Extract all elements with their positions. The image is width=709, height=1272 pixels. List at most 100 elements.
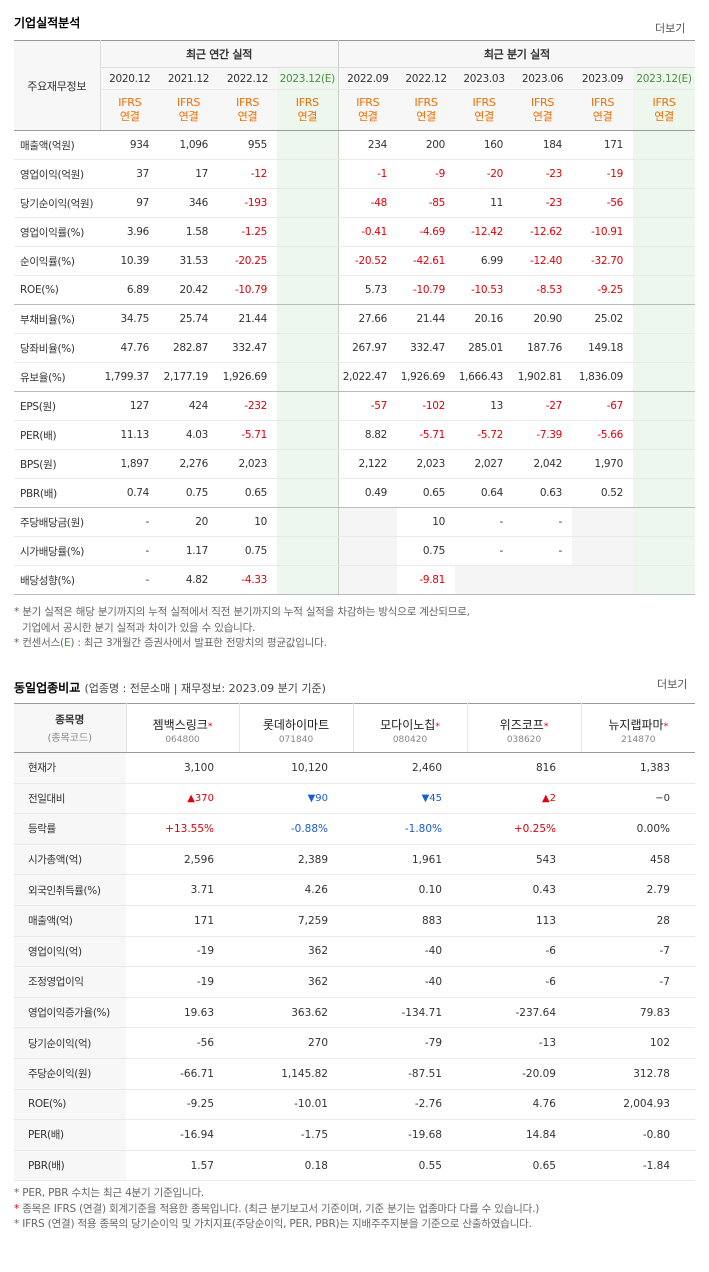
fin-cell: -57 [337, 391, 398, 421]
peer-cell: 79.83 [581, 997, 695, 1029]
fin-cell: 184 [513, 130, 573, 160]
fin-cell: 0.63 [513, 478, 573, 508]
fin-cell: 21.44 [397, 304, 456, 334]
peer-company-name[interactable]: 뉴지랩파마* [582, 716, 696, 733]
peer-row-label: 영업이익(억) [14, 936, 126, 968]
fin-cell [277, 478, 339, 508]
fin-cell [513, 565, 573, 595]
fin-more-link[interactable]: 더보기 [655, 22, 686, 35]
fin-cell: 20.42 [159, 275, 218, 305]
peer-company-header[interactable]: 젬백스링크* 064800 [125, 703, 239, 753]
peer-row-label: 주당순이익(원) [14, 1058, 126, 1090]
peer-row: PBR(배) 1.57 0.18 0.55 0.65 -1.84 [14, 1150, 695, 1182]
peer-company-header[interactable]: 모다이노칩* 080420 [352, 703, 467, 753]
ifrs-bottom: 연결 [592, 110, 613, 123]
peer-cell: 1,383 [581, 752, 695, 784]
fin-row: 당좌비율(%) 47.76 282.87 332.47 267.97 332.47 285.… [14, 333, 696, 363]
period-header: 2023.12(E) [277, 67, 339, 90]
peer-row-label: PBR(배) [14, 1150, 126, 1182]
fin-cell [633, 130, 696, 160]
ifrs-bottom: 연결 [119, 110, 140, 123]
peer-company-name[interactable]: 롯데하이마트 [240, 716, 353, 733]
fin-cell: 1.58 [159, 217, 218, 247]
peer-cell: 102 [581, 1027, 695, 1059]
peer-company-name[interactable]: 위즈코프* [468, 716, 581, 733]
fin-row: 영업이익(억원) 37 17 -12 -1 -9 -20 -23 -19 [14, 159, 696, 189]
fin-cell: -67 [572, 391, 634, 421]
peer-cell: 0.18 [239, 1150, 353, 1182]
fin-cell: 0.75 [218, 536, 277, 566]
fin-cell: 4.03 [159, 420, 218, 450]
period-header: 2022.09 [337, 67, 398, 90]
peer-row: 영업이익증가율(%) 19.63 363.62 -134.71 -237.64 79.83 [14, 997, 695, 1029]
fin-row-label: 주당배당금(원) [14, 507, 100, 537]
ifrs-bottom: 연결 [297, 110, 318, 123]
peer-row: ROE(%) -9.25 -10.01 -2.76 4.76 2,004.93 [14, 1089, 695, 1121]
peer-cell: 113 [467, 905, 581, 937]
ifrs-bottom: 연결 [178, 110, 199, 123]
peer-company-header[interactable]: 위즈코프* 038620 [466, 703, 581, 753]
ifrs-top: IFRS [652, 96, 676, 109]
fin-row: PBR(배) 0.74 0.75 0.65 0.49 0.65 0.64 0.63 0.52 [14, 478, 696, 508]
fin-cell: - [455, 536, 514, 566]
fin-row-label: PBR(배) [14, 478, 100, 508]
ifrs-top: IFRS [591, 96, 615, 109]
ifrs-label: IFRS 연결 [100, 89, 159, 131]
fin-cell: 2,177.19 [159, 362, 218, 392]
fin-cell: -20 [455, 159, 514, 189]
fin-cell: 25.02 [572, 304, 634, 334]
peer-cell: -56 [126, 1027, 239, 1059]
fin-cell [277, 507, 339, 537]
fin-row: 시가배당률(%) -1.17 0.75 0.75- - [14, 536, 696, 566]
fin-row-label: 순이익률(%) [14, 246, 100, 276]
fin-cell: 285.01 [455, 333, 514, 363]
peer-cell: -2.76 [353, 1089, 467, 1121]
fin-cell: -56 [572, 188, 634, 218]
ifrs-label: IFRS 연결 [397, 89, 456, 131]
fin-row-label: 영업이익률(%) [14, 217, 100, 247]
fin-row: PER(배) 11.13 4.03 -5.71 8.82 -5.71 -5.72 -7.39-… [14, 420, 696, 450]
fin-cell: -5.72 [455, 420, 514, 450]
company-name-text[interactable]: 롯데하이마트 [262, 717, 330, 732]
peer-company-header[interactable]: 롯데하이마트 071840 [238, 703, 353, 753]
peer-row: 등락률 +13.55% -0.88% -1.80% +0.25% 0.00% [14, 813, 695, 845]
peer-corner: 종목명 (종목코드) [14, 703, 126, 753]
peer-cell: 2,460 [353, 752, 467, 784]
peer-company-name[interactable]: 모다이노칩* [354, 716, 467, 733]
fin-cell: 37 [100, 159, 159, 189]
fin-cell: 0.75 [159, 478, 218, 508]
fin-row: 부채비율(%) 34.75 25.74 21.44 27.66 21.44 20.16 20.… [14, 304, 696, 334]
peer-row-label: 전일대비 [14, 783, 126, 815]
peer-cell: -19.68 [353, 1119, 467, 1151]
fin-cell [277, 333, 339, 363]
peer-company-header[interactable]: 뉴지랩파마* 214870 [580, 703, 696, 753]
fin-cell: -9.81 [397, 565, 456, 595]
fin-cell: 127 [100, 391, 159, 421]
fin-cell: 20.90 [513, 304, 573, 334]
company-name-text[interactable]: 뉴지랩파마 [608, 717, 664, 732]
fin-cell: -5.71 [397, 420, 456, 450]
fin-cell: -0.41 [337, 217, 398, 247]
company-name-text[interactable]: 위즈코프 [499, 717, 544, 732]
fin-section-title: 기업실적분석 [14, 16, 81, 30]
ifrs-label: IFRS 연결 [572, 89, 634, 131]
fin-cell: 2,122 [337, 449, 398, 479]
fin-cell: 20.16 [455, 304, 514, 334]
peer-cell: 362 [239, 936, 353, 968]
fin-cell: 934 [100, 130, 159, 160]
company-name-text[interactable]: 모다이노칩 [380, 717, 436, 732]
fin-row-label: BPS(원) [14, 449, 100, 479]
fin-cell: - [513, 536, 573, 566]
peer-more-link[interactable]: 더보기 [657, 678, 688, 691]
fin-cell: - [513, 507, 573, 537]
fin-note-1: * 분기 실적은 해당 분기까지의 누적 실적에서 직전 분기까지의 누적 실적… [14, 606, 470, 618]
peer-row: 당기순이익(억) -56 270 -79 -13 102 [14, 1027, 695, 1059]
ifrs-bottom: 연결 [416, 110, 436, 123]
fin-cell: 2,023 [218, 449, 277, 479]
peer-company-name[interactable]: 젬백스링크* [127, 716, 239, 733]
fin-cell [633, 304, 696, 334]
peer-cell: 3.71 [126, 874, 239, 906]
company-name-text[interactable]: 젬백스링크 [152, 717, 208, 732]
peer-cell: 28 [581, 905, 695, 937]
fin-cell: -23 [513, 188, 573, 218]
